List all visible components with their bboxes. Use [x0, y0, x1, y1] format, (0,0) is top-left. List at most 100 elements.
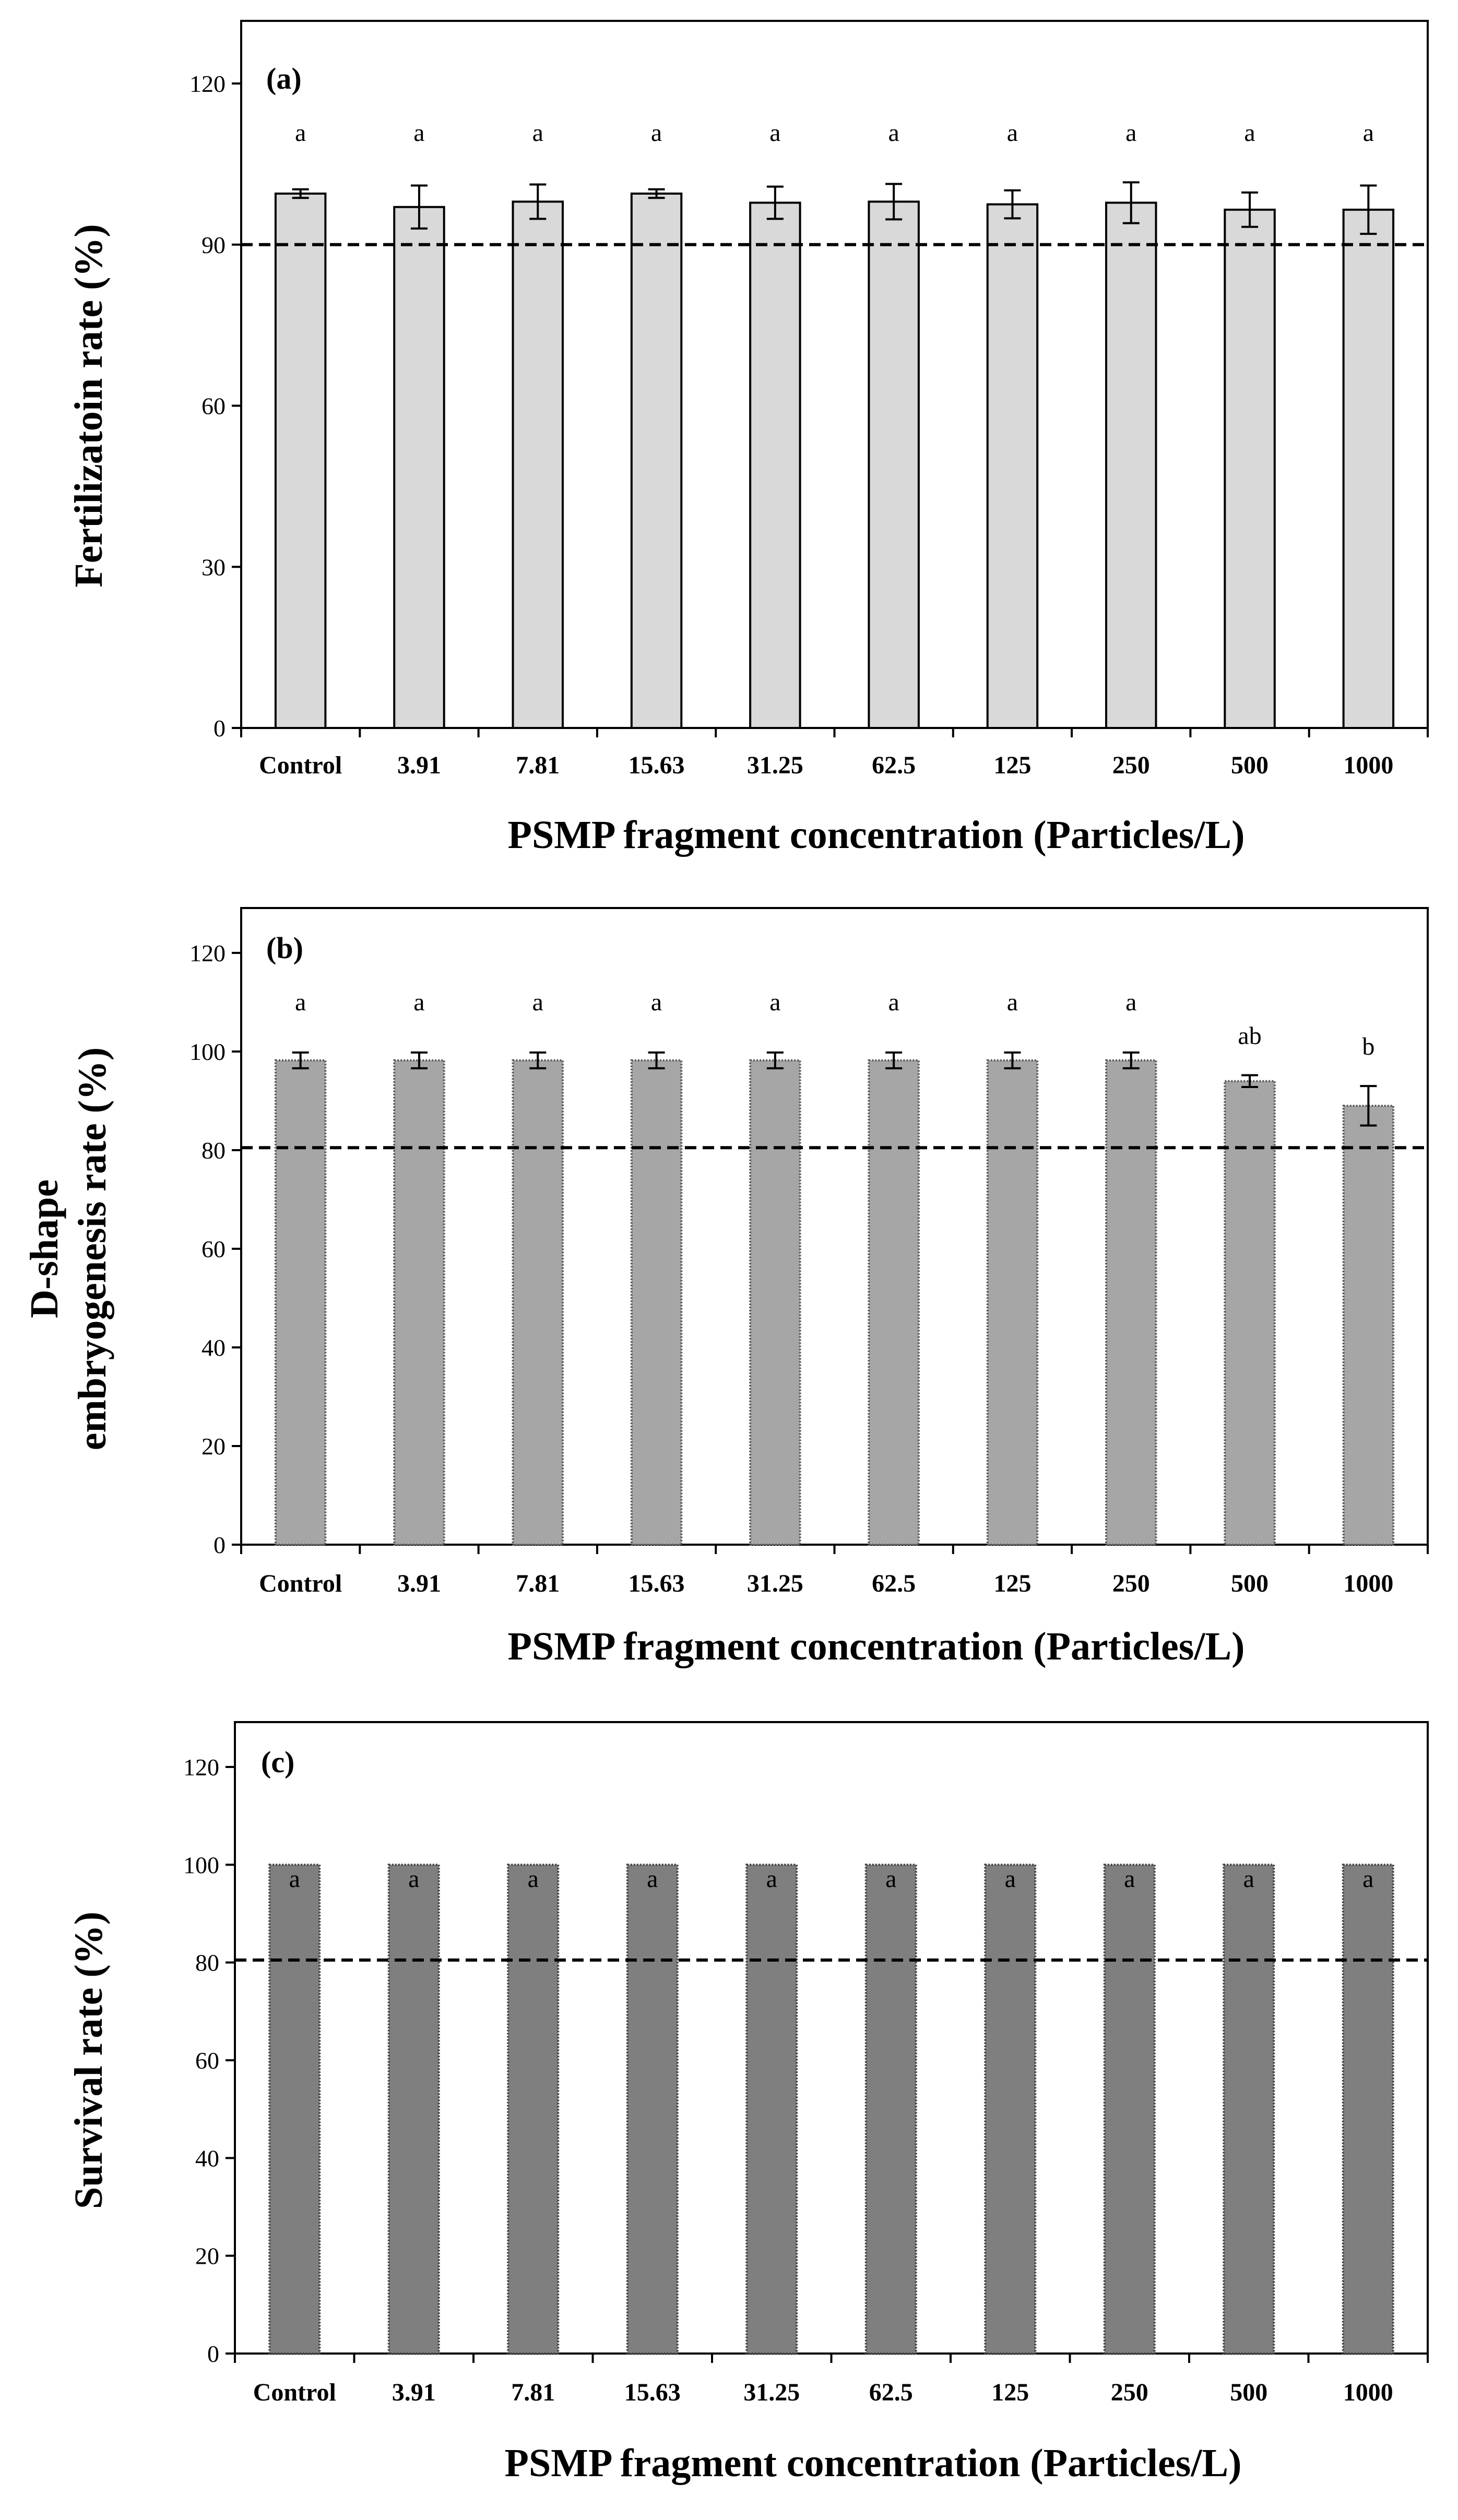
y-tick-label: 100	[189, 1038, 226, 1065]
x-axis-title: PSMP fragment concentration (Particles/L…	[505, 2441, 1242, 2485]
panel-a: 0 30 60 90 120 a Control a 3.91 a 7.81 a 15.63 a 31.25…	[67, 20, 1429, 857]
y-tick-label: 90	[201, 232, 226, 258]
bar	[868, 1059, 920, 1546]
y-axis-title-line: D-shape	[22, 1179, 66, 1318]
significance-letter: a	[1125, 988, 1136, 1016]
significance-letter: a	[528, 1865, 539, 1893]
bar	[268, 1864, 321, 2355]
significance-letter: a	[769, 119, 780, 147]
significance-letter: a	[769, 988, 780, 1016]
bar	[626, 1864, 679, 2355]
x-axis-title: PSMP fragment concentration (Particles/L…	[508, 813, 1245, 857]
bar	[387, 1864, 440, 2355]
x-category-label: Control	[259, 751, 342, 779]
x-category-label: 125	[991, 2379, 1029, 2406]
bar	[1342, 208, 1395, 729]
y-axis-title: D-shape embryogenesis rate (%)	[22, 1047, 114, 1450]
significance-letter: a	[295, 119, 306, 147]
x-category-label: 62.5	[872, 1570, 916, 1597]
significance-letter: a	[1005, 1865, 1016, 1893]
panel-c: 0 20 40 60 80 100 120 a Control a 3.91 a 7.81 a 15.63 a…	[67, 1721, 1429, 2485]
x-category-label: 500	[1231, 1570, 1269, 1597]
bar	[986, 203, 1039, 729]
x-category-label: 15.63	[624, 2379, 681, 2406]
significance-letter: a	[651, 988, 662, 1016]
significance-letter: b	[1362, 1033, 1374, 1060]
x-category-label: 3.91	[397, 751, 441, 779]
y-tick-label: 60	[201, 1236, 226, 1262]
bar	[1105, 201, 1157, 730]
x-category-label: 7.81	[516, 1570, 560, 1597]
significance-letter: a	[885, 1865, 896, 1893]
significance-letter: a	[888, 119, 899, 147]
y-axis-title: Fertilizatoin rate (%)	[67, 224, 111, 587]
bar	[274, 1059, 327, 1546]
y-tick-label: 80	[201, 1137, 226, 1164]
panel-b: 0 20 40 60 80 100 120 a Control a 3.91 a 7.81 a 15.63 a…	[22, 907, 1429, 1668]
y-tick-label: 60	[195, 2047, 219, 2074]
bar	[630, 192, 683, 730]
x-category-label: Control	[253, 2379, 336, 2406]
x-category-label: 7.81	[516, 751, 560, 779]
x-category-label: 31.25	[747, 751, 803, 779]
significance-letter: a	[413, 119, 424, 147]
bar	[864, 1864, 917, 2355]
y-tick-label: 120	[189, 940, 226, 966]
x-category-label: 3.91	[397, 1570, 441, 1597]
bar	[984, 1864, 1037, 2355]
significance-letter: a	[1124, 1865, 1135, 1893]
y-tick-label: 20	[195, 2243, 219, 2270]
significance-letter: a	[532, 119, 543, 147]
y-tick-label: 0	[214, 1532, 226, 1558]
significance-letter: a	[1363, 119, 1374, 147]
x-category-label: 1000	[1343, 1570, 1393, 1597]
significance-letter: a	[1007, 119, 1018, 147]
x-category-label: 62.5	[869, 2379, 913, 2406]
bar	[630, 1059, 683, 1546]
y-tick-label: 20	[201, 1433, 226, 1460]
x-category-label: 15.63	[629, 751, 685, 779]
x-category-label: 3.91	[392, 2379, 436, 2406]
bar	[1342, 1864, 1394, 2355]
significance-letter: a	[289, 1865, 300, 1893]
y-tick-label: 60	[201, 393, 226, 420]
x-category-label: 250	[1112, 751, 1150, 779]
x-category-label: 500	[1230, 2379, 1267, 2406]
y-tick-label: 30	[201, 554, 226, 580]
x-category-label: 125	[993, 1570, 1031, 1597]
bar	[512, 200, 564, 729]
y-tick-label: 120	[183, 1754, 219, 1781]
y-tick-label: 40	[201, 1334, 226, 1361]
significance-letter: a	[413, 988, 424, 1016]
significance-letter: a	[1007, 988, 1018, 1016]
x-category-label: 125	[993, 751, 1031, 779]
bar	[986, 1059, 1039, 1546]
significance-letter: a	[888, 988, 899, 1016]
y-axis-title-line: Fertilizatoin rate (%)	[67, 224, 111, 587]
bar	[1224, 208, 1276, 729]
x-category-label: Control	[259, 1570, 342, 1597]
y-tick-label: 80	[195, 1950, 219, 1976]
x-category-label: 62.5	[872, 751, 916, 779]
x-category-label: 7.81	[511, 2379, 555, 2406]
bar	[1224, 1080, 1276, 1546]
bar	[1223, 1864, 1275, 2355]
x-category-label: 1000	[1343, 2379, 1393, 2406]
significance-letter: a	[1362, 1865, 1373, 1893]
bar	[749, 201, 801, 730]
panel-label: (a)	[266, 62, 302, 95]
x-category-label: 15.63	[629, 1570, 685, 1597]
x-category-label: 31.25	[743, 2379, 800, 2406]
bar	[1103, 1864, 1156, 2355]
significance-letter: a	[647, 1865, 658, 1893]
bar	[393, 1059, 445, 1546]
significance-letter: a	[1244, 119, 1255, 147]
y-axis-title-line: embryogenesis rate (%)	[70, 1047, 114, 1450]
significance-letter: a	[651, 119, 662, 147]
x-category-label: 250	[1111, 2379, 1148, 2406]
bar	[749, 1059, 801, 1546]
y-tick-label: 100	[183, 1852, 219, 1878]
x-category-label: 31.25	[747, 1570, 803, 1597]
significance-letter: a	[1243, 1865, 1254, 1893]
bar	[274, 192, 327, 730]
